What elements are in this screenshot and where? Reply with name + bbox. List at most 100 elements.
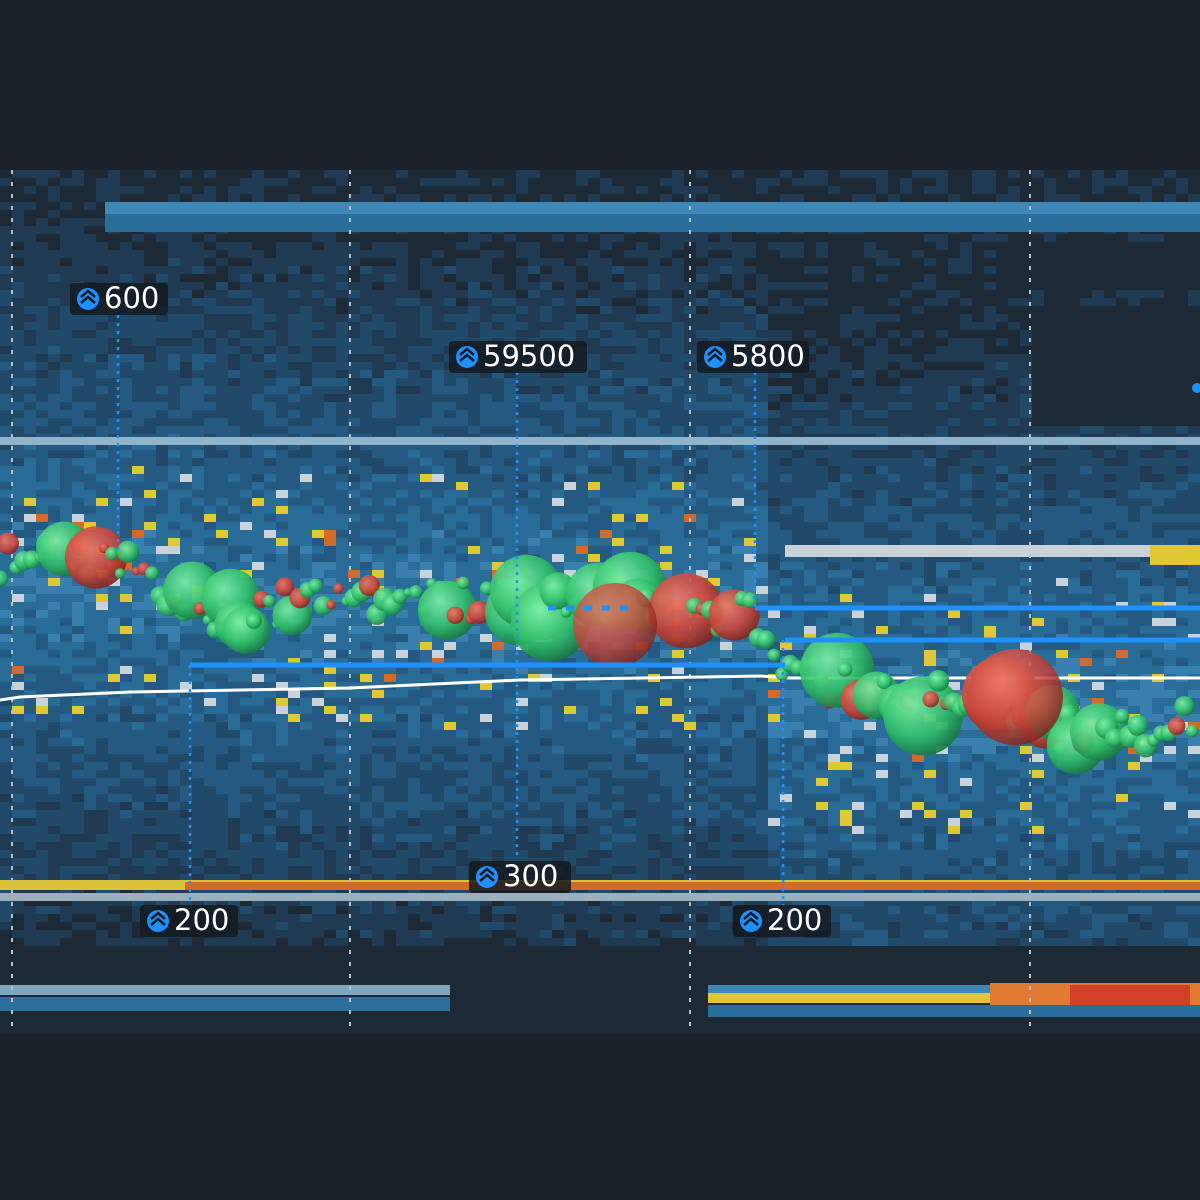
heat-cell — [156, 178, 168, 186]
heat-cell — [420, 170, 432, 178]
heat-cell — [108, 922, 120, 930]
heat-cell — [540, 498, 552, 506]
heat-cell — [480, 554, 492, 562]
heat-cell — [312, 946, 324, 954]
heat-cell — [504, 450, 516, 458]
heat-cell — [132, 858, 144, 866]
heat-cell — [192, 362, 204, 370]
heat-cell — [384, 482, 396, 490]
heat-cell — [456, 258, 468, 266]
heat-cell — [204, 418, 216, 426]
heat-cell — [372, 522, 384, 530]
heat-cell — [156, 970, 168, 978]
heat-cell — [504, 802, 516, 810]
heat-cell — [228, 506, 240, 514]
heat-cell — [312, 410, 324, 418]
heat-cell — [12, 1018, 24, 1026]
heat-cell — [144, 1018, 156, 1026]
heat-cell — [396, 170, 408, 178]
heat-cell — [540, 314, 552, 322]
heat-cell — [384, 778, 396, 786]
heat-cell — [156, 762, 168, 770]
heat-cell — [84, 658, 96, 666]
heat-cell — [312, 466, 324, 474]
heat-cell — [468, 466, 480, 474]
heat-cell — [48, 954, 60, 962]
heat-cell — [348, 738, 360, 746]
heat-cell — [252, 962, 264, 970]
heat-cell — [276, 458, 288, 466]
heat-cell — [156, 242, 168, 250]
heat-cell — [72, 394, 84, 402]
heat-cell — [180, 410, 192, 418]
heat-cell — [156, 458, 168, 466]
heat-cell — [132, 754, 144, 762]
heat-cell — [72, 1026, 84, 1034]
heat-cell — [48, 714, 60, 722]
heat-cell — [192, 1018, 204, 1026]
heat-cell — [276, 834, 288, 842]
heat-cell — [420, 386, 432, 394]
heat-cell — [408, 1010, 420, 1018]
heat-cell — [468, 986, 480, 994]
heat-cell — [540, 274, 552, 282]
heat-cell — [312, 274, 324, 282]
heat-cell — [420, 866, 432, 874]
heat-cell — [264, 538, 276, 546]
heat-cell — [456, 698, 468, 706]
heat-cell — [408, 762, 420, 770]
heat-cell — [24, 842, 36, 850]
heat-cell — [96, 170, 108, 178]
heat-cell — [192, 546, 204, 554]
heat-cell — [348, 330, 360, 338]
heat-cell — [24, 770, 36, 778]
heat-cell — [180, 514, 192, 522]
heat-cell — [360, 810, 372, 818]
heat-cell — [96, 234, 108, 242]
heat-cell — [192, 762, 204, 770]
heat-cell — [192, 466, 204, 474]
heat-cell — [144, 546, 156, 554]
heat-cell — [528, 466, 540, 474]
heat-cell — [312, 330, 324, 338]
heat-cell — [276, 962, 288, 970]
heat-cell — [24, 322, 36, 330]
heat-cell — [0, 594, 12, 602]
heat-cell — [468, 474, 480, 482]
heat-cell — [216, 170, 228, 178]
heat-cell — [12, 578, 24, 586]
heat-cell — [348, 690, 360, 698]
heat-cell — [504, 378, 516, 386]
heat-cell — [240, 546, 252, 554]
heat-cell — [420, 810, 432, 818]
heat-cell — [456, 706, 468, 714]
heat-cell — [276, 546, 288, 554]
heat-cell — [264, 786, 276, 794]
heat-cell — [444, 562, 456, 570]
heat-cell — [264, 794, 276, 802]
heat-cell — [372, 946, 384, 954]
heat-cell — [168, 738, 180, 746]
heat-cell — [12, 466, 24, 474]
heat-cell — [492, 850, 504, 858]
heat-cell — [384, 930, 396, 938]
heat-cell — [240, 178, 252, 186]
heat-cell — [300, 482, 312, 490]
heat-cell — [48, 962, 60, 970]
heat-cell — [372, 554, 384, 562]
heat-cell — [84, 954, 96, 962]
heat-cell — [144, 250, 156, 258]
heat-cell — [372, 346, 384, 354]
heat-cell — [528, 490, 540, 498]
heat-cell — [528, 706, 540, 714]
heat-cell — [504, 306, 516, 314]
heat-cell — [240, 258, 252, 266]
heat-cell — [300, 1010, 312, 1018]
heat-cell — [108, 698, 120, 706]
heat-cell — [276, 402, 288, 410]
heat-cell — [144, 458, 156, 466]
heat-cell — [84, 762, 96, 770]
heat-cell — [480, 714, 492, 722]
heat-cell — [12, 362, 24, 370]
heat-cell — [360, 738, 372, 746]
